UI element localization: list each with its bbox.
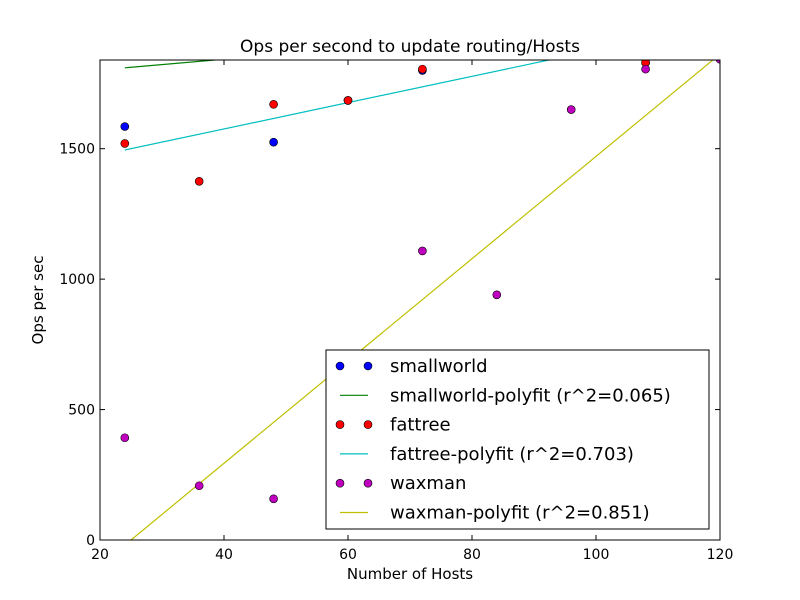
data-point [492, 290, 502, 300]
y-tick-label: 500 [68, 403, 95, 419]
legend-marker [363, 361, 373, 371]
x-tick-label: 120 [707, 547, 734, 563]
data-point [566, 105, 576, 114]
data-point [194, 177, 204, 186]
legend-entry-label: waxman-polyfit (r^2=0.851) [390, 503, 650, 524]
y-tick-label: 1000 [59, 272, 95, 288]
data-point [715, 60, 720, 64]
data-point [194, 481, 204, 491]
legend-box [325, 349, 710, 530]
x-tick-label: 80 [463, 547, 481, 563]
data-point [418, 246, 427, 256]
data-point [269, 100, 278, 109]
y-axis-label: Ops per sec [29, 256, 47, 345]
chart-title: Ops per second to update routing/Hosts [240, 37, 580, 57]
legend-marker [363, 420, 373, 429]
legend-marker [363, 478, 373, 488]
x-axis-label: Number of Hosts [347, 565, 473, 583]
legend-marker [335, 361, 345, 371]
legend-entry-label: fattree-polyfit (r^2=0.703) [390, 444, 634, 465]
x-tick-label: 40 [215, 547, 233, 563]
data-point [120, 122, 130, 131]
legend-entry-label: smallworld-polyfit (r^2=0.065) [390, 385, 671, 406]
legend-marker [335, 478, 345, 488]
legend-marker [335, 420, 345, 429]
plot-content [120, 60, 720, 540]
data-point [120, 433, 130, 443]
legend-entry-label: smallworld [390, 356, 488, 377]
x-tick-label: 100 [583, 547, 610, 563]
legend: smallworld smallworld-polyfit (r^2=0.065)… [325, 349, 710, 530]
fit-line [130, 60, 714, 540]
data-point [120, 139, 130, 148]
data-point [269, 494, 278, 504]
legend-entry-label: waxman [390, 473, 466, 494]
data-point [343, 96, 353, 105]
data-point [418, 64, 427, 74]
data-point [641, 64, 650, 74]
fit-line [124, 60, 552, 151]
x-tick-label: 60 [339, 547, 357, 563]
x-tick-label: 20 [91, 547, 109, 563]
data-point [269, 137, 278, 147]
fit-line [124, 60, 222, 69]
legend-entry-label: fattree [390, 415, 451, 436]
y-tick-label: 0 [86, 533, 95, 549]
plot-frame [99, 59, 721, 541]
y-tick-label: 1500 [59, 142, 95, 158]
axis-ticks: 20 40 60 80 100 120 0 500 1000 1500 [59, 60, 733, 563]
